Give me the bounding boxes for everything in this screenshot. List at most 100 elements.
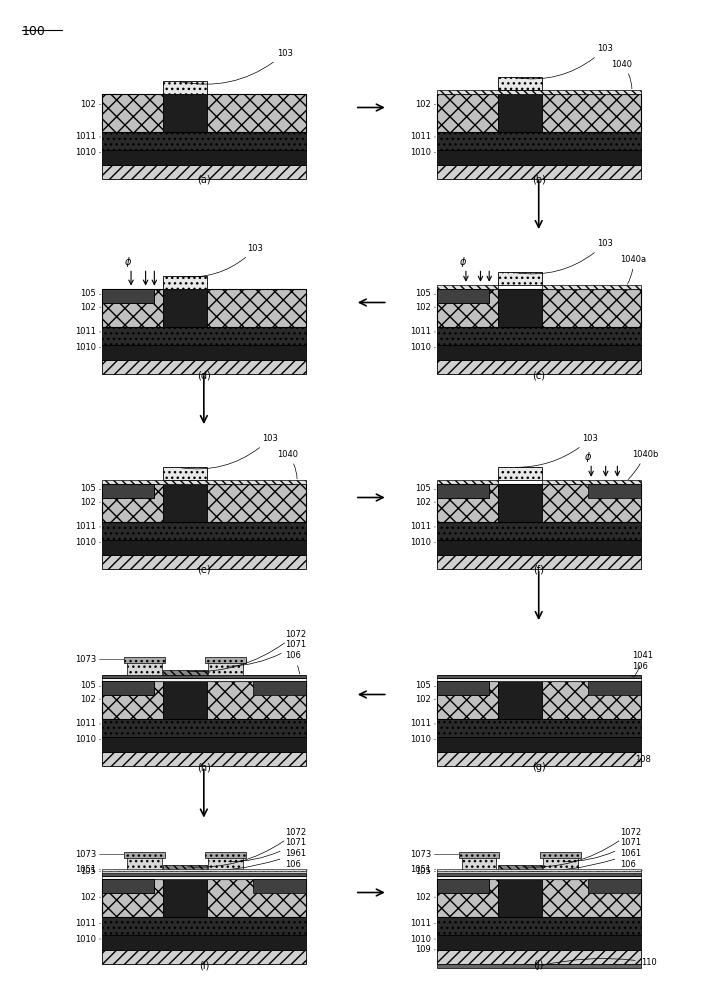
Bar xyxy=(102,522,306,540)
Bar xyxy=(437,484,498,522)
Bar xyxy=(437,681,489,694)
Text: (h): (h) xyxy=(197,762,211,772)
Text: 105: 105 xyxy=(415,681,431,690)
Bar xyxy=(102,873,306,876)
Bar xyxy=(462,853,496,870)
Bar xyxy=(102,345,306,360)
Bar xyxy=(207,289,306,327)
Bar xyxy=(437,869,641,871)
Bar xyxy=(102,480,306,484)
Bar xyxy=(437,917,641,935)
Bar xyxy=(127,658,162,675)
Bar xyxy=(437,94,641,132)
Text: 105: 105 xyxy=(415,484,431,493)
Bar xyxy=(163,681,207,719)
Bar xyxy=(437,737,641,752)
Bar xyxy=(102,737,306,752)
Text: 1073: 1073 xyxy=(75,850,96,859)
Bar xyxy=(205,852,246,858)
Bar xyxy=(163,879,207,917)
Text: 1010: 1010 xyxy=(75,934,96,944)
Text: 1072: 1072 xyxy=(188,828,306,867)
Text: 1041: 1041 xyxy=(632,651,653,677)
Bar xyxy=(102,484,154,497)
Bar xyxy=(102,869,306,871)
Bar xyxy=(163,81,207,94)
Bar xyxy=(498,681,542,719)
Bar xyxy=(102,540,306,555)
Text: 102: 102 xyxy=(80,303,96,312)
Text: 1073: 1073 xyxy=(410,850,431,859)
Bar xyxy=(102,917,306,935)
Bar xyxy=(543,853,578,870)
Bar xyxy=(437,935,641,950)
Bar xyxy=(102,870,306,873)
Bar xyxy=(163,865,207,870)
Text: 102: 102 xyxy=(415,893,431,902)
Bar xyxy=(163,276,207,289)
Text: 106: 106 xyxy=(620,860,636,875)
Bar xyxy=(542,289,641,327)
Bar xyxy=(253,681,306,694)
Bar xyxy=(437,150,641,165)
Text: 109: 109 xyxy=(415,945,431,954)
Text: 102: 102 xyxy=(80,695,96,704)
Text: 1010: 1010 xyxy=(75,343,96,352)
Bar xyxy=(437,675,641,678)
Bar xyxy=(102,681,306,719)
Text: 1011: 1011 xyxy=(410,919,431,928)
Bar xyxy=(102,484,154,497)
Text: 1010: 1010 xyxy=(410,934,431,944)
Text: 1072: 1072 xyxy=(188,630,306,672)
Bar xyxy=(542,484,641,522)
Text: 1040a: 1040a xyxy=(620,255,646,284)
Bar xyxy=(437,555,641,569)
Text: 1961: 1961 xyxy=(186,849,306,872)
Text: 1011: 1011 xyxy=(75,522,96,531)
Text: $\phi$: $\phi$ xyxy=(584,450,593,464)
Bar xyxy=(102,289,154,302)
Text: 105: 105 xyxy=(80,289,96,298)
Bar xyxy=(207,681,306,719)
Bar xyxy=(437,484,641,522)
Text: (j): (j) xyxy=(534,960,544,970)
Text: (b): (b) xyxy=(531,175,546,185)
Bar xyxy=(498,94,542,132)
Bar xyxy=(437,879,489,892)
Text: 1071: 1071 xyxy=(563,838,641,862)
Bar xyxy=(437,950,641,964)
Text: 102: 102 xyxy=(80,893,96,902)
Bar xyxy=(208,658,243,675)
Text: 1071: 1071 xyxy=(229,838,306,862)
Bar xyxy=(542,94,641,132)
Bar xyxy=(437,681,489,694)
Bar xyxy=(588,681,641,694)
Bar xyxy=(102,879,154,892)
Bar xyxy=(102,94,163,132)
Bar xyxy=(498,865,542,870)
Text: 108: 108 xyxy=(635,755,651,764)
Bar xyxy=(498,467,542,480)
Text: 1040: 1040 xyxy=(277,450,298,479)
Bar xyxy=(542,285,641,289)
Text: (c): (c) xyxy=(532,370,545,380)
Bar xyxy=(102,484,163,522)
Bar xyxy=(437,879,498,917)
Bar xyxy=(437,876,641,879)
Bar xyxy=(208,853,243,870)
Bar xyxy=(102,752,306,766)
Text: 103: 103 xyxy=(181,49,293,84)
Bar xyxy=(205,657,246,663)
Text: 1010: 1010 xyxy=(410,735,431,744)
Bar xyxy=(102,876,306,879)
Text: 1011: 1011 xyxy=(410,132,431,141)
Text: (a): (a) xyxy=(197,175,210,185)
Bar xyxy=(207,94,306,132)
Text: 103: 103 xyxy=(515,44,613,79)
Text: (e): (e) xyxy=(197,565,210,575)
Bar xyxy=(437,873,641,876)
Text: 1011: 1011 xyxy=(410,327,431,336)
Text: 105: 105 xyxy=(80,867,96,876)
Bar xyxy=(102,289,306,327)
Bar xyxy=(437,522,641,540)
